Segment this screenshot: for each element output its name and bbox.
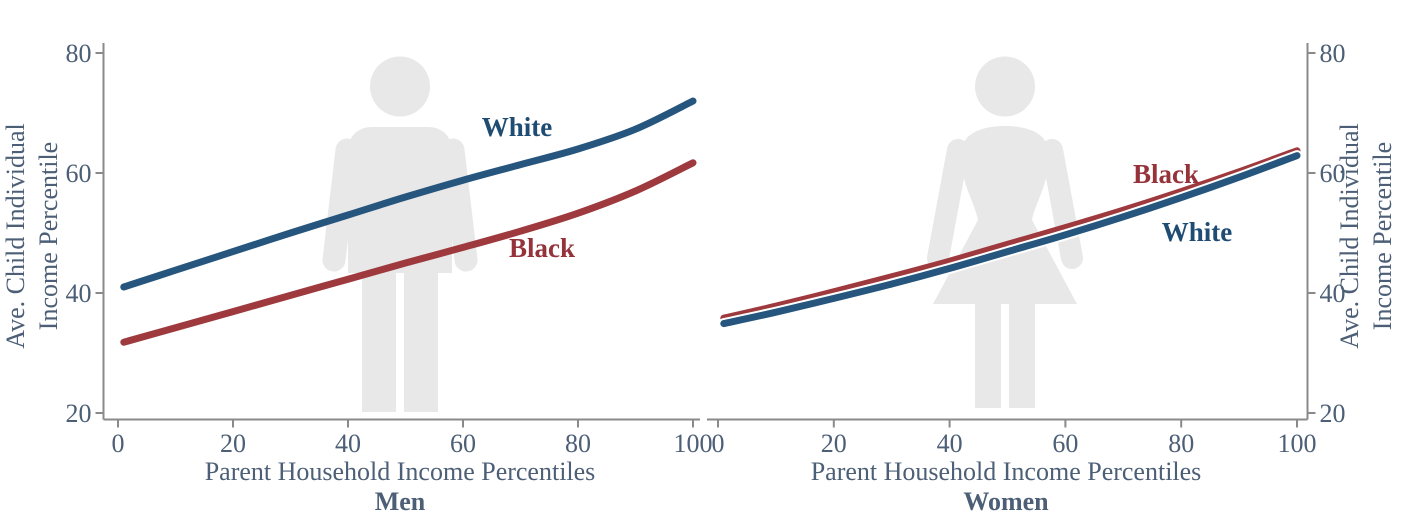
panel-title: Women [963, 487, 1049, 516]
x-tick-label: 40 [937, 429, 963, 458]
x-tick-label: 20 [220, 429, 246, 458]
woman-head [975, 56, 1035, 117]
x-axis-title: Parent Household Income Percentiles [205, 457, 596, 486]
y-tick-label: 60 [66, 159, 92, 188]
series-label-white: White [482, 112, 553, 142]
series-line-white [120, 97, 697, 291]
series-label-black: Black [509, 233, 575, 263]
y-axis-title-line1: Ave. Child Individual [1, 123, 30, 349]
man-right-leg [404, 270, 438, 412]
y-tick-label: 40 [66, 279, 92, 308]
x-tick-label: 100 [674, 429, 713, 458]
x-tick-label: 100 [1278, 429, 1317, 458]
woman-left-leg [975, 304, 1001, 408]
man-head [370, 56, 430, 117]
x-axis-title: Parent Household Income Percentiles [811, 457, 1202, 486]
x-tick-label: 20 [821, 429, 847, 458]
woman-right-leg [1009, 304, 1035, 408]
x-tick-label: 40 [335, 429, 361, 458]
y-tick-label: 20 [66, 399, 92, 428]
y-axis-title-line2: Income Percentile [34, 142, 63, 330]
panel-women: 20 40 60 80 0 20 40 60 80 100 Parent Household Inc… [707, 39, 1397, 516]
man-left-leg [362, 270, 396, 412]
series-line-white [720, 152, 1301, 328]
woman-left-arm [927, 139, 969, 269]
x-tick-label: 0 [112, 429, 125, 458]
panel-title: Men [375, 487, 426, 516]
y-tick-label: 20 [1320, 399, 1346, 428]
x-tick-label: 60 [450, 429, 476, 458]
y-tick-label: 40 [1320, 279, 1346, 308]
x-tick-label: 80 [1168, 429, 1194, 458]
man-silhouette-icon [322, 56, 478, 412]
x-tick-label: 60 [1052, 429, 1078, 458]
man-right-arm [441, 138, 478, 272]
y-tick-label: 80 [1320, 39, 1346, 68]
panel-men: 20 40 60 80 0 20 40 60 80 100 Parent Household Inc… [1, 39, 713, 516]
x-tick-label: 80 [565, 429, 591, 458]
x-tick-label: 0 [712, 429, 725, 458]
y-axis-title-line2: Income Percentile [1368, 142, 1397, 330]
y-tick-label: 80 [66, 39, 92, 68]
woman-right-arm [1041, 139, 1083, 269]
series-label-black: Black [1133, 159, 1199, 189]
y-tick-label: 60 [1320, 159, 1346, 188]
man-left-arm [322, 138, 359, 272]
series-line-black [720, 147, 1301, 322]
series-label-white: White [1162, 217, 1233, 247]
y-axis-title-line1: Ave. Child Individual [1335, 123, 1364, 349]
series-line-black [120, 159, 697, 346]
